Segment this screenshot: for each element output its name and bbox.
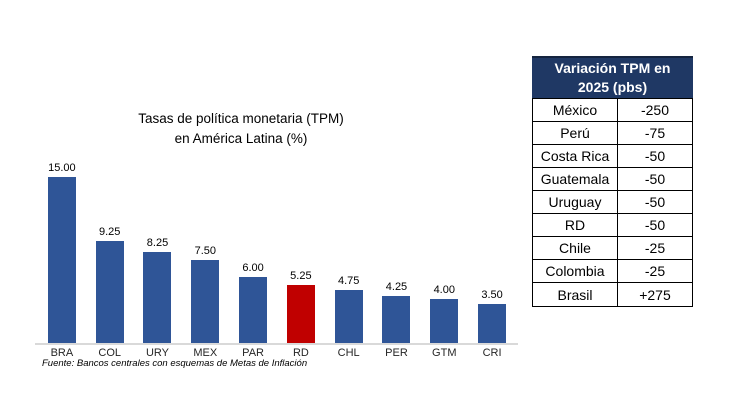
table-row-colombia: Colombia -25 xyxy=(533,260,692,283)
bar-value-label: 3.50 xyxy=(481,289,503,301)
bar-bra xyxy=(47,177,76,343)
chart-title: Tasas de política monetaria (TPM) en Amé… xyxy=(85,109,397,149)
table-country-cell: Guatemala xyxy=(533,168,618,190)
bar-ury xyxy=(143,252,172,343)
bar-value-label: 7.50 xyxy=(194,245,216,257)
bar-cri xyxy=(478,304,507,343)
table-country-cell: Colombia xyxy=(533,260,618,282)
x-axis-label-chl: CHL xyxy=(337,347,360,359)
bar-chl xyxy=(334,290,363,343)
table-country-cell: Brasil xyxy=(533,283,618,306)
table-row-méxico: México -250 xyxy=(533,99,692,122)
x-axis-label-rd: RD xyxy=(292,347,309,359)
bar-par xyxy=(239,277,268,343)
table-country-cell: Chile xyxy=(533,237,618,259)
table-country-cell: Perú xyxy=(533,122,618,144)
x-axis-label-ury: URY xyxy=(145,347,169,359)
bar-col xyxy=(95,241,124,343)
bar-value-label: 5.25 xyxy=(290,270,312,282)
x-axis-label-col: COL xyxy=(98,347,121,359)
bar-group-mex: 7.50 xyxy=(181,245,229,343)
x-axis-line xyxy=(35,343,518,345)
chart-title-line2: en América Latina (%) xyxy=(174,131,308,146)
x-axis-labels: BRA COL URY MEX PAR RD CHL PER GTM CRI xyxy=(38,347,516,359)
bar-value-label: 4.00 xyxy=(433,284,455,296)
bar-group-chl: 4.75 xyxy=(325,275,373,343)
bar-group-col: 9.25 xyxy=(86,226,134,343)
x-axis-label-mex: MEX xyxy=(193,347,218,359)
bar-value-label: 9.25 xyxy=(98,226,121,238)
table-value-cell: -50 xyxy=(644,148,666,164)
x-axis-label-per: PER xyxy=(385,347,408,359)
x-axis-label-cri: CRI xyxy=(482,347,502,359)
bars-plot-area: 15.00 9.25 8.25 7.50 6.00 5.25 4.75 4.25 4.00 3.5… xyxy=(38,150,516,343)
chart-title-line1: Tasas de política monetaria (TPM) xyxy=(138,111,344,126)
table-row-rd: RD -50 xyxy=(533,214,692,237)
table-country-cell: Uruguay xyxy=(533,191,618,213)
bar-group-ury: 8.25 xyxy=(134,237,182,343)
bar-value-label: 6.00 xyxy=(242,262,264,274)
table-row-guatemala: Guatemala -50 xyxy=(533,168,692,191)
table-value-cell: -50 xyxy=(644,171,666,187)
bar-group-gtm: 4.00 xyxy=(420,284,468,343)
bar-value-label: 8.25 xyxy=(146,237,169,249)
table-country-cell: México xyxy=(533,99,618,121)
table-value-cell: -250 xyxy=(640,102,670,118)
table-value-cell: +275 xyxy=(639,286,671,303)
bar-group-par: 6.00 xyxy=(229,262,277,343)
table-value-cell: -25 xyxy=(644,263,666,279)
table-value-cell: -75 xyxy=(644,125,666,141)
x-axis-label-bra: BRA xyxy=(50,347,74,359)
bar-value-label: 4.25 xyxy=(385,281,408,293)
bar-per xyxy=(382,296,411,343)
table-row-perú: Perú -75 xyxy=(533,122,692,145)
bar-group-per: 4.25 xyxy=(373,281,421,343)
x-axis-label-par: PAR xyxy=(242,347,264,359)
table-row-costa-rica: Costa Rica -50 xyxy=(533,145,692,168)
bar-group-rd: 5.25 xyxy=(277,270,325,343)
table-row-brasil: Brasil +275 xyxy=(533,283,692,306)
table-row-chile: Chile -25 xyxy=(533,237,692,260)
table-country-cell: Costa Rica xyxy=(533,145,618,167)
source-note: Fuente: Bancos centrales con esquemas de… xyxy=(42,358,308,369)
bar-gtm xyxy=(430,299,459,343)
table-value-cell: -50 xyxy=(644,217,666,233)
table-value-cell: -25 xyxy=(644,240,666,256)
bar-mex xyxy=(191,260,220,343)
variation-table: Variación TPM en 2025 (pbs) México -250 Pe… xyxy=(532,56,693,307)
bar-rd xyxy=(286,285,315,343)
bar-group-bra: 15.00 xyxy=(38,162,86,343)
table-body: México -250 Perú -75 Costa Rica -50 Guatemala -… xyxy=(532,98,693,307)
table-value-cell: -50 xyxy=(644,194,666,210)
table-header: Variación TPM en 2025 (pbs) xyxy=(532,56,693,98)
bar-value-label: 4.75 xyxy=(337,275,360,287)
bar-value-label: 15.00 xyxy=(48,162,76,174)
bar-group-cri: 3.50 xyxy=(468,289,516,343)
table-country-cell: RD xyxy=(533,214,618,236)
table-row-uruguay: Uruguay -50 xyxy=(533,191,692,214)
x-axis-label-gtm: GTM xyxy=(432,347,457,359)
